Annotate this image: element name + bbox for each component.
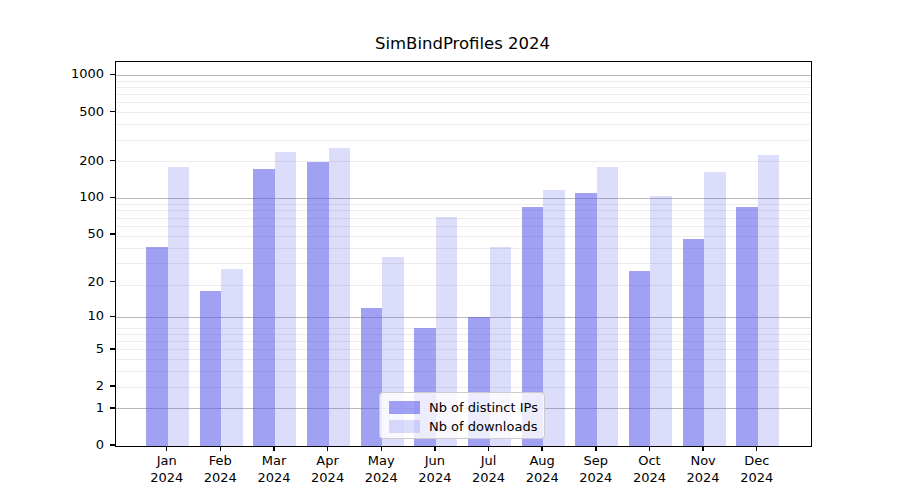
y-tick-2: [110, 385, 115, 386]
y-tick-label-100: 100: [0, 190, 104, 204]
y-tick-label-500: 500: [0, 105, 104, 119]
y-tick-0: [110, 444, 115, 445]
y-tick-1: [110, 407, 115, 408]
x-tick-sep: [595, 446, 596, 451]
x-tick-jan: [166, 446, 167, 451]
y-tick-50: [110, 233, 115, 234]
x-tick-nov: [702, 446, 703, 451]
legend-label-downloads: Nb of downloads: [429, 419, 537, 434]
bar-dec-distinct-ips: [736, 207, 758, 446]
y-tick-10: [110, 316, 115, 317]
x-tick-may: [381, 446, 382, 451]
chart-title: SimBindProfiles 2024: [115, 34, 810, 53]
bar-feb-distinct-ips: [200, 291, 222, 446]
y-tick-100: [110, 197, 115, 198]
y-tick-label-1: 1: [0, 401, 104, 415]
x-tick-aug: [541, 446, 542, 451]
x-tick-mar: [273, 446, 274, 451]
bar-jan-distinct-ips: [146, 247, 168, 446]
bar-mar-downloads: [275, 152, 297, 446]
bar-mar-distinct-ips: [253, 169, 275, 446]
y-tick-200: [110, 160, 115, 161]
bar-apr-distinct-ips: [307, 162, 329, 446]
legend-label-distinct-ips: Nb of distinct IPs: [429, 400, 538, 415]
bar-nov-downloads: [704, 172, 726, 446]
y-tick-label-0: 0: [0, 438, 104, 452]
y-tick-label-20: 20: [0, 275, 104, 289]
legend-entry-distinct-ips: Nb of distinct IPs: [389, 398, 536, 417]
y-tick-label-200: 200: [0, 154, 104, 168]
x-tick-apr: [327, 446, 328, 451]
y-tick-label-50: 50: [0, 227, 104, 241]
bar-nov-distinct-ips: [683, 239, 705, 446]
y-tick-label-10: 10: [0, 309, 104, 323]
y-tick-500: [110, 111, 115, 112]
x-tick-label-dec: Dec2024: [725, 453, 789, 486]
x-tick-feb: [220, 446, 221, 451]
figure: SimBindProfiles 2024 Nb of distinct IPs …: [0, 0, 900, 500]
x-tick-jul: [488, 446, 489, 451]
bar-aug-downloads: [543, 190, 565, 446]
legend: Nb of distinct IPs Nb of downloads: [379, 392, 545, 439]
bar-oct-distinct-ips: [629, 271, 651, 446]
legend-swatch-downloads: [389, 420, 420, 433]
x-tick-dec: [756, 446, 757, 451]
bars-layer: [116, 62, 811, 446]
x-tick-oct: [649, 446, 650, 451]
x-tick-jun: [434, 446, 435, 451]
bar-sep-downloads: [597, 167, 619, 446]
y-tick-label-5: 5: [0, 342, 104, 356]
bar-apr-downloads: [329, 148, 351, 446]
bar-feb-downloads: [221, 269, 243, 446]
y-tick-5: [110, 348, 115, 349]
y-tick-1000: [110, 74, 115, 75]
plot-area: Nb of distinct IPs Nb of downloads: [115, 61, 812, 447]
legend-swatch-distinct-ips: [389, 401, 420, 414]
bar-sep-distinct-ips: [575, 193, 597, 446]
y-tick-label-1000: 1000: [0, 67, 104, 81]
y-tick-label-2: 2: [0, 379, 104, 393]
y-tick-20: [110, 281, 115, 282]
bar-dec-downloads: [758, 155, 780, 446]
legend-entry-downloads: Nb of downloads: [389, 417, 536, 436]
bar-jan-downloads: [168, 167, 190, 446]
bar-oct-downloads: [650, 196, 672, 446]
